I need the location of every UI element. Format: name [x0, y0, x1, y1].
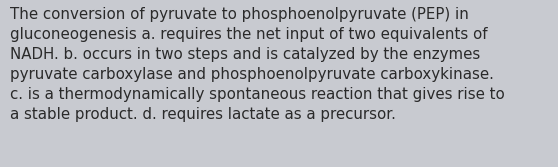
Text: The conversion of pyruvate to phosphoenolpyruvate (PEP) in
gluconeogenesis a. re: The conversion of pyruvate to phosphoeno… — [10, 7, 505, 122]
